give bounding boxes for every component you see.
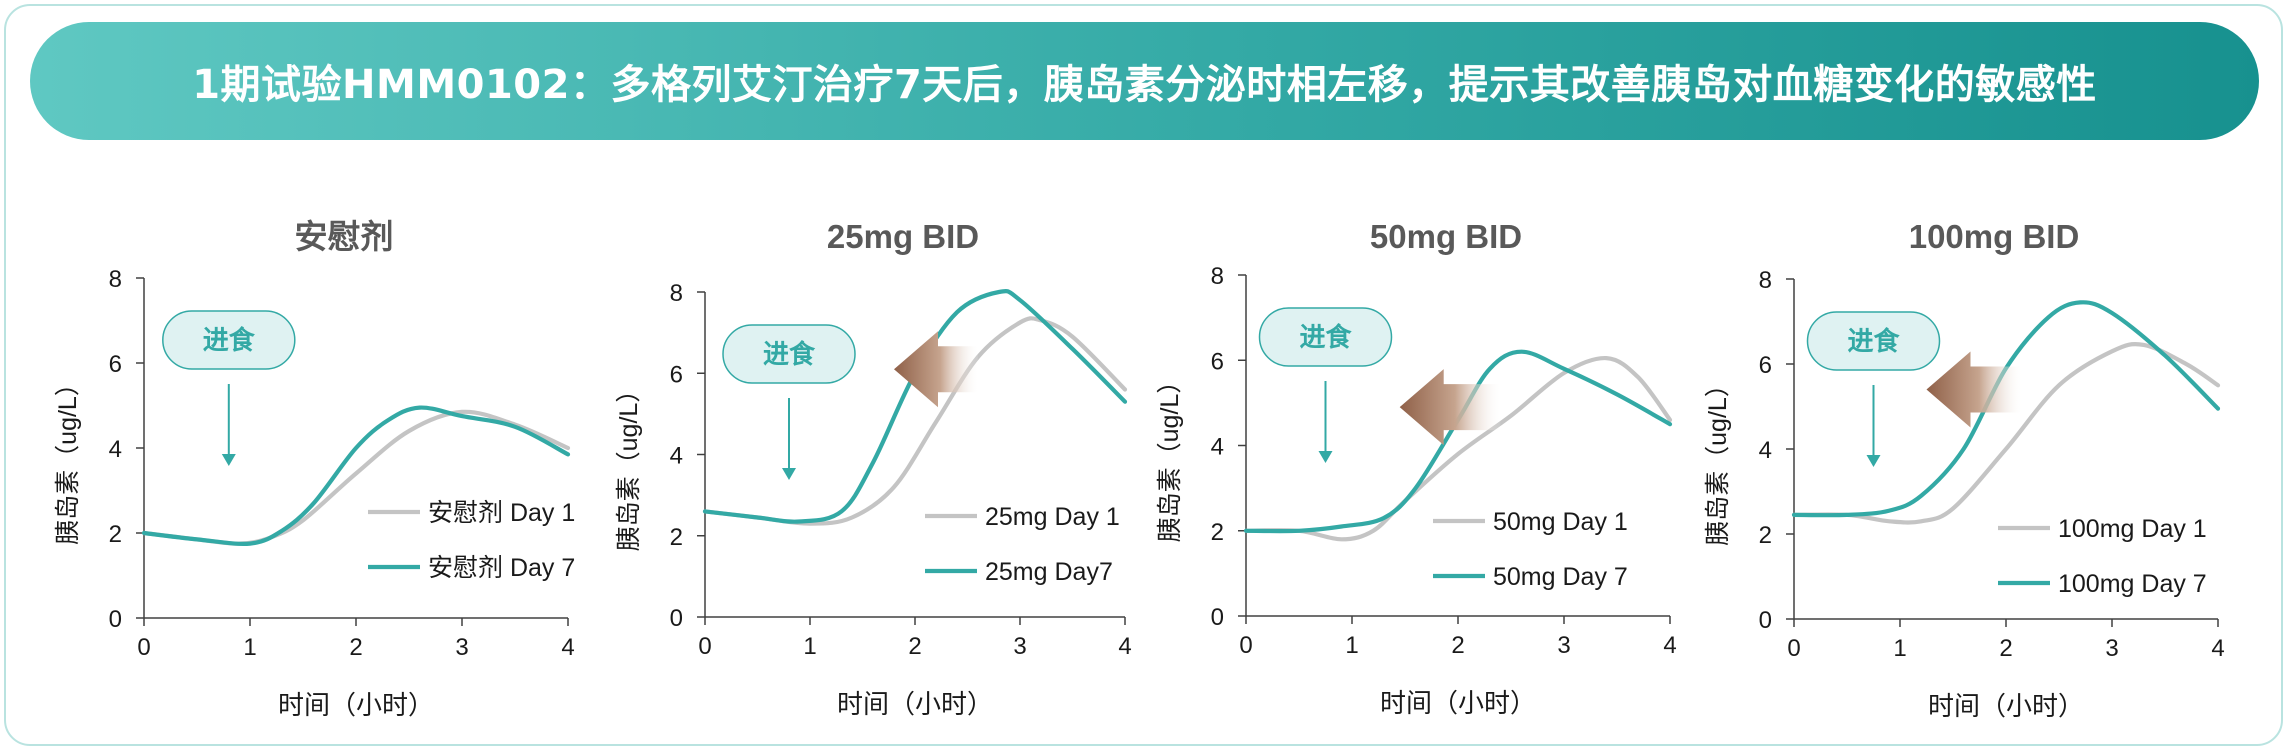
y-tick-label: 4 [1211,434,1224,461]
x-tick-label: 4 [1118,633,1131,660]
legend-label: 50mg Day 7 [1493,563,1628,591]
legend-label: 25mg Day7 [985,558,1113,586]
chart-panel-4: 100mg BID 0 1 2 3 4 0 2 4 6 8 时间（小时） 胰岛素（ug/L） 进食 100m… [1704,218,2225,721]
y-tick-label: 6 [670,361,683,388]
shift-left-arrow-icon [894,331,978,408]
x-axis-label: 时间（小时） [1928,691,2084,721]
down-arrow-icon [1866,455,1881,467]
x-tick-label: 3 [1013,633,1026,660]
chart-panel-2: 25mg BID 0 1 2 3 4 0 2 4 6 8 时间（小时） 胰岛素（ug/L） 进食 25mg … [615,218,1132,719]
meal-bubble [162,310,296,370]
meal-label: 进食 [1299,322,1352,352]
y-axis-label: 胰岛素（ug/L） [1704,372,1732,546]
shift-left-arrow-icon [1399,369,1501,446]
y-tick-label: 2 [1759,522,1772,549]
series-line-day7 [1243,349,1673,534]
meal-bubble [1258,307,1393,367]
meal-bubble [722,324,856,384]
chart-title: 安慰剂 [295,218,394,255]
y-axis-label: 胰岛素（ug/L） [54,371,82,545]
chart-title: 100mg BID [1909,218,2080,255]
y-tick-label: 0 [109,606,122,633]
y-tick-label: 8 [1211,263,1224,290]
down-arrow-icon [221,454,236,466]
y-tick-label: 0 [1211,604,1224,631]
x-axis-label: 时间（小时） [837,689,993,719]
down-arrow-icon [782,468,796,480]
y-tick-label: 4 [670,443,683,470]
chart-title: 25mg BID [827,218,979,255]
y-tick-label: 0 [670,605,683,632]
y-tick-label: 6 [1759,352,1772,379]
series-line-day1 [1243,355,1673,542]
legend-label: 100mg Day 1 [2058,515,2207,543]
x-tick-label: 3 [2105,635,2118,662]
x-tick-label: 4 [561,634,574,661]
x-axis-label: 时间（小时） [1380,688,1536,718]
x-tick-label: 1 [1893,635,1906,662]
x-tick-label: 2 [1451,632,1464,659]
y-tick-label: 8 [670,280,683,307]
x-tick-label: 4 [2211,635,2224,662]
x-tick-label: 0 [137,634,150,661]
x-tick-label: 0 [1239,632,1252,659]
meal-label: 进食 [203,325,256,355]
x-tick-label: 2 [349,634,362,661]
y-axis-label: 胰岛素（ug/L） [615,378,643,552]
meal-label: 进食 [1847,326,1900,356]
legend-label: 100mg Day 7 [2058,570,2207,598]
x-tick-label: 2 [1999,635,2012,662]
x-tick-label: 3 [455,634,468,661]
legend-label: 25mg Day 1 [985,503,1120,531]
legend-label: 50mg Day 1 [1493,508,1628,536]
title-banner: 1期试验HMM0102：多格列艾汀治疗7天后，胰岛素分泌时相左移，提示其改善胰岛… [30,22,2259,140]
y-tick-label: 2 [670,524,683,551]
y-tick-label: 4 [109,436,122,463]
meal-bubble [1806,311,1941,371]
x-tick-label: 4 [1663,632,1676,659]
y-tick-label: 8 [1759,267,1772,294]
y-tick-label: 8 [109,266,122,293]
x-tick-label: 2 [908,633,921,660]
x-tick-label: 1 [803,633,816,660]
down-arrow-icon [1318,451,1333,463]
legend-label: 安慰剂 Day 1 [428,499,575,527]
shift-left-arrow-icon [1926,351,2022,428]
y-tick-label: 2 [109,521,122,548]
y-tick-label: 0 [1759,607,1772,634]
x-tick-label: 1 [243,634,256,661]
x-tick-label: 0 [698,633,711,660]
y-tick-label: 4 [1759,437,1772,464]
page-title: 1期试验HMM0102：多格列艾汀治疗7天后，胰岛素分泌时相左移，提示其改善胰岛… [192,62,2097,108]
x-axis-label: 时间（小时） [278,690,434,720]
meal-label: 进食 [763,339,816,369]
y-tick-label: 6 [1211,348,1224,375]
outer-frame [4,4,2283,746]
x-tick-label: 0 [1787,635,1800,662]
y-tick-label: 2 [1211,519,1224,546]
y-axis-label: 胰岛素（ug/L） [1156,369,1184,543]
chart-panel-3: 50mg BID 0 1 2 3 4 0 2 4 6 8 时间（小时） 胰岛素（ug/L） 进食 50mg … [1156,218,1677,718]
x-tick-label: 1 [1345,632,1358,659]
legend-label: 安慰剂 Day 7 [428,554,575,582]
y-tick-label: 6 [109,351,122,378]
chart-title: 50mg BID [1370,218,1522,255]
x-tick-label: 3 [1557,632,1570,659]
series-line-day7 [141,405,571,546]
